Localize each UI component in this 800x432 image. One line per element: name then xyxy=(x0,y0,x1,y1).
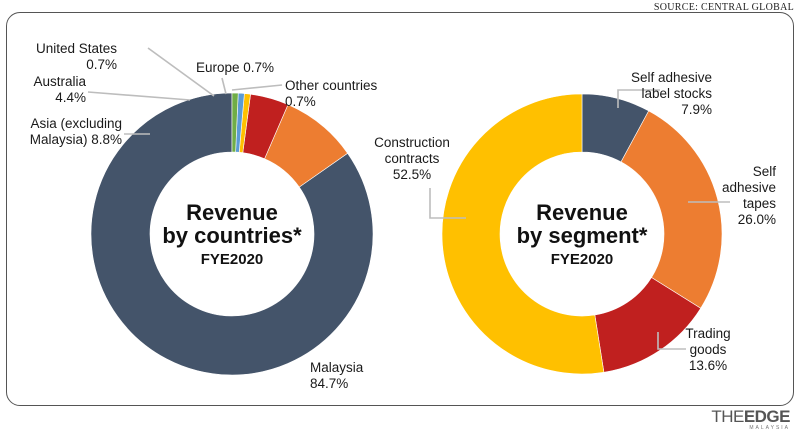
data-label-self-adhesive-tapes: Self adhesive tapes 26.0% xyxy=(722,164,776,227)
the-edge-logo: THEEDGE MALAYSIA xyxy=(711,408,790,431)
slice-united-states xyxy=(238,93,251,154)
center-title: Revenue by countries* xyxy=(162,200,302,248)
slice-asia-excluding-malaysia xyxy=(264,104,349,188)
data-label-malaysia: Malaysia 84.7% xyxy=(310,360,364,391)
center-subtitle: FYE2020 xyxy=(201,251,264,268)
data-label-trading-goods: Trading goods 13.6% xyxy=(685,326,730,373)
data-label-self-adhesive-label-stocks: Self adhesive label stocks 7.9% xyxy=(631,70,712,117)
leader-line-europe xyxy=(221,77,227,95)
logo-the: THE xyxy=(711,407,744,426)
slice-malaysia xyxy=(90,92,374,376)
slice-construction-contracts xyxy=(441,93,605,375)
leader-line-construction-contracts xyxy=(429,188,466,219)
logo-edge: EDGE xyxy=(743,407,791,426)
data-label-europe: Europe 0.7% xyxy=(196,60,274,75)
leader-line-united-states xyxy=(147,47,215,97)
chart-frame xyxy=(6,12,794,406)
logo-sub: MALAYSIA xyxy=(749,425,790,431)
data-label-australia: Australia 4.4% xyxy=(33,74,86,105)
data-label-other-countries: Other countries 0.7% xyxy=(285,78,378,109)
data-label-united-states: United States 0.7% xyxy=(36,41,117,72)
leader-line-trading-goods xyxy=(657,332,686,350)
slice-australia xyxy=(242,93,289,160)
leader-line-other-countries xyxy=(231,84,283,91)
leader-line-australia xyxy=(87,91,191,101)
slice-self-adhesive-tapes xyxy=(620,110,723,309)
slice-other-countries xyxy=(231,92,239,153)
center-subtitle: FYE2020 xyxy=(551,251,614,268)
center-title: Revenue by segment* xyxy=(517,200,648,248)
data-label-asia-excluding-malaysia: Asia (excluding Malaysia) 8.8% xyxy=(30,116,122,147)
leader-line-self-adhesive-label-stocks xyxy=(617,89,660,108)
data-label-construction-contracts: Construction contracts 52.5% xyxy=(374,135,450,182)
source-note: SOURCE: CENTRAL GLOBAL xyxy=(653,2,794,13)
